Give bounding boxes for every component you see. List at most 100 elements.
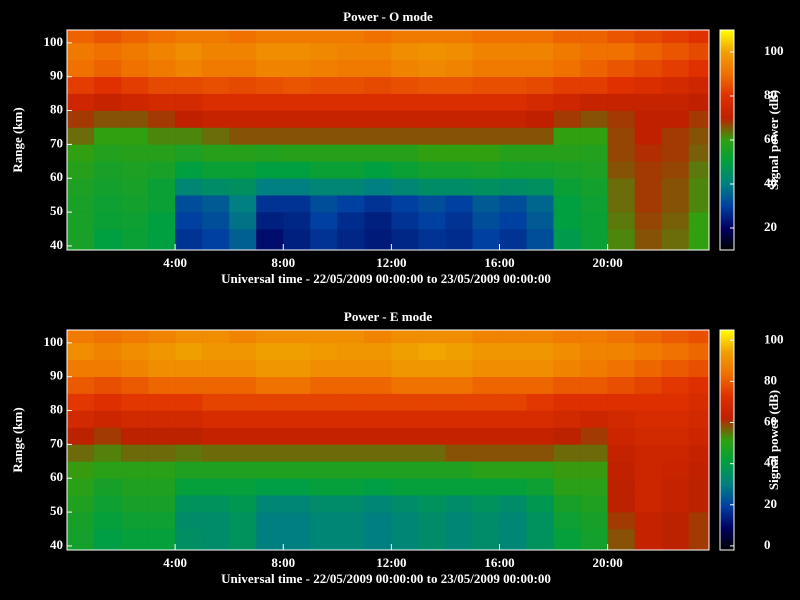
- heatmap-cell: [148, 342, 176, 361]
- heatmap-cell: [688, 42, 710, 61]
- heatmap-cell: [202, 42, 230, 61]
- heatmap-cell: [121, 110, 149, 128]
- heatmap-cell: [418, 410, 446, 428]
- heatmap-cell: [391, 330, 419, 344]
- heatmap-cell: [202, 495, 230, 513]
- heatmap-cell: [472, 59, 500, 78]
- heatmap-cell: [445, 195, 473, 213]
- heatmap-cell: [229, 495, 257, 513]
- heatmap-cell: [661, 212, 690, 230]
- colorbar-tick-label: 60: [764, 414, 777, 429]
- heatmap-cell: [229, 144, 257, 162]
- heatmap-cell: [310, 76, 338, 94]
- chart-title: Power - O mode: [343, 9, 433, 24]
- heatmap-cell: [256, 229, 284, 251]
- heatmap-cell: [580, 529, 608, 551]
- heatmap-cell: [634, 212, 662, 230]
- heatmap-cell: [121, 144, 149, 162]
- heatmap-cell: [121, 427, 149, 445]
- heatmap-cell: [94, 127, 122, 145]
- heatmap-cell: [526, 195, 554, 213]
- heatmap-cell: [175, 529, 203, 551]
- heatmap-cell: [688, 512, 710, 530]
- heatmap-cell: [634, 342, 662, 361]
- heatmap-cell: [418, 110, 446, 128]
- heatmap-cell: [283, 212, 311, 230]
- heatmap-cell: [526, 330, 554, 344]
- heatmap-cell: [202, 444, 230, 462]
- heatmap-cell: [553, 478, 581, 496]
- heatmap-cell: [67, 42, 95, 61]
- heatmap-cell: [283, 30, 311, 44]
- heatmap-cell: [661, 110, 690, 128]
- heatmap-cell: [94, 410, 122, 428]
- heatmap-cell: [688, 427, 710, 445]
- heatmap-cell: [634, 529, 662, 551]
- heatmap-cell: [445, 42, 473, 61]
- y-axis-label: Range (km): [10, 107, 25, 172]
- heatmap-cell: [94, 93, 122, 111]
- heatmap-cell: [499, 178, 527, 196]
- heatmap-cell: [121, 359, 149, 378]
- heatmap-cell: [607, 178, 635, 196]
- heatmap-cell: [418, 427, 446, 445]
- heatmap-cell: [337, 127, 365, 145]
- heatmap-cell: [310, 529, 338, 551]
- heatmap-cell: [580, 444, 608, 462]
- heatmap-cell: [553, 76, 581, 94]
- heatmap-cell: [553, 342, 581, 361]
- heatmap-cell: [121, 410, 149, 428]
- heatmap-cell: [418, 359, 446, 378]
- heatmap-cell: [553, 161, 581, 179]
- heatmap-cell: [607, 110, 635, 128]
- heatmap-cell: [445, 376, 473, 394]
- heatmap-cell: [526, 110, 554, 128]
- heatmap-cell: [418, 376, 446, 394]
- heatmap-cell: [310, 229, 338, 251]
- heatmap-cell: [580, 393, 608, 411]
- heatmap-cell: [283, 229, 311, 251]
- heatmap-cell: [256, 359, 284, 378]
- heatmap-cell: [661, 144, 690, 162]
- heatmap-cell: [364, 127, 392, 145]
- heatmap-cell: [418, 195, 446, 213]
- heatmap-cell: [553, 512, 581, 530]
- heatmap-cell: [526, 461, 554, 479]
- heatmap-cell: [445, 342, 473, 361]
- heatmap-cell: [445, 478, 473, 496]
- y-tick-label: 100: [44, 334, 64, 349]
- heatmap-cell: [688, 410, 710, 428]
- heatmap-cell: [445, 110, 473, 128]
- heatmap-cell: [472, 529, 500, 551]
- heatmap-cell: [391, 410, 419, 428]
- heatmap-cell: [391, 161, 419, 179]
- heatmap-cell: [67, 410, 95, 428]
- heatmap-cell: [256, 93, 284, 111]
- x-tick-label: 12:00: [376, 555, 406, 570]
- heatmap-cell: [445, 427, 473, 445]
- heatmap-cell: [337, 178, 365, 196]
- heatmap-cell: [67, 30, 95, 44]
- heatmap-cell: [283, 110, 311, 128]
- heatmap-cell: [634, 178, 662, 196]
- heatmap-cell: [283, 42, 311, 61]
- heatmap-cell: [688, 495, 710, 513]
- heatmap-cell: [472, 161, 500, 179]
- heatmap-cell: [202, 342, 230, 361]
- heatmap-cell: [661, 42, 690, 61]
- heatmap-cell: [175, 427, 203, 445]
- heatmap-cell: [148, 127, 176, 145]
- heatmap-cell: [607, 444, 635, 462]
- heatmap-cell: [445, 144, 473, 162]
- heatmap-cell: [283, 178, 311, 196]
- heatmap-cell: [607, 359, 635, 378]
- colorbar-tick-label: 60: [764, 131, 777, 146]
- heatmap-cell: [148, 229, 176, 251]
- heatmap-cell: [67, 495, 95, 513]
- heatmap-cell: [607, 229, 635, 251]
- heatmap-cell: [229, 478, 257, 496]
- heatmap-cell: [310, 110, 338, 128]
- heatmap-cell: [256, 330, 284, 344]
- heatmap-cell: [688, 161, 710, 179]
- heatmap-cell: [229, 529, 257, 551]
